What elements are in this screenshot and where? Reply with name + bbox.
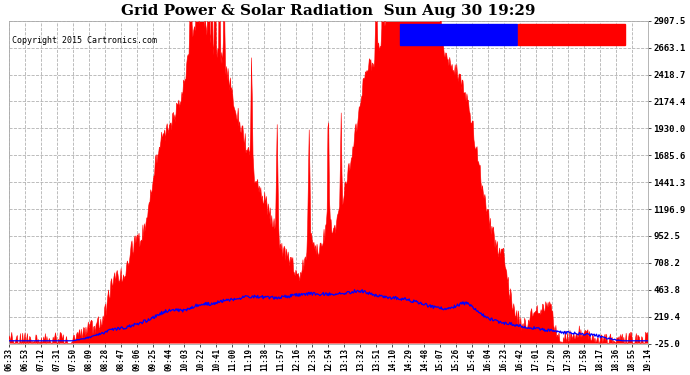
Title: Grid Power & Solar Radiation  Sun Aug 30 19:29: Grid Power & Solar Radiation Sun Aug 30 …: [121, 4, 535, 18]
Text: Radiation (w/m2): Radiation (w/m2): [403, 31, 483, 40]
Text: Grid (AC Watts): Grid (AC Watts): [522, 31, 597, 40]
Text: Copyright 2015 Cartronics.com: Copyright 2015 Cartronics.com: [12, 36, 157, 45]
